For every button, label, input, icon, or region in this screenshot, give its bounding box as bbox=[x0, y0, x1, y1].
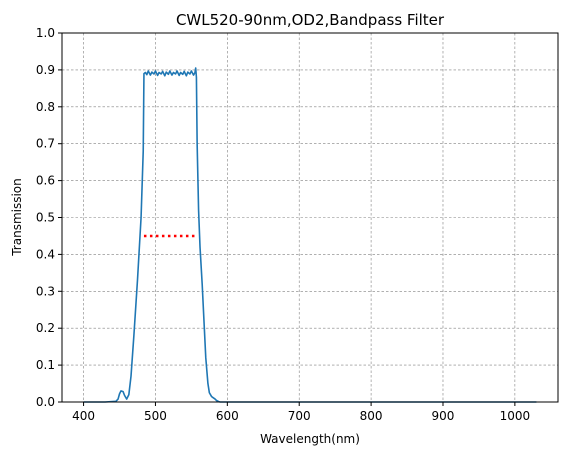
y-tick-label: 0.5 bbox=[36, 211, 55, 225]
series-layer bbox=[83, 67, 537, 403]
y-tick-label: 0.1 bbox=[36, 358, 55, 372]
x-tick-label: 500 bbox=[144, 409, 167, 423]
y-tick-label: 0.8 bbox=[36, 100, 55, 114]
y-tick-label: 0.9 bbox=[36, 63, 55, 77]
x-axis-label: Wavelength(nm) bbox=[260, 432, 360, 446]
y-tick-label: 0.3 bbox=[36, 284, 55, 298]
grid bbox=[62, 32, 558, 403]
x-tick-label: 700 bbox=[288, 409, 311, 423]
x-axis: 400 500 600 700 800 900 1000 bbox=[72, 402, 530, 423]
chart-title: CWL520-90nm,OD2,Bandpass Filter bbox=[176, 11, 445, 29]
y-tick-label: 0.7 bbox=[36, 137, 55, 151]
transmission-curve bbox=[83, 67, 537, 403]
y-tick-label: 0.4 bbox=[36, 247, 55, 261]
x-tick-label: 600 bbox=[216, 409, 239, 423]
x-tick-label: 800 bbox=[360, 409, 383, 423]
x-tick-label: 1000 bbox=[500, 409, 531, 423]
x-tick-label: 400 bbox=[72, 409, 95, 423]
y-tick-label: 1.0 bbox=[36, 26, 55, 40]
y-tick-label: 0.2 bbox=[36, 321, 55, 335]
x-tick-label: 900 bbox=[432, 409, 455, 423]
y-axis-label: Transmission bbox=[10, 178, 24, 257]
y-tick-label: 0.6 bbox=[36, 174, 55, 188]
y-axis: 0.0 0.1 0.2 0.3 0.4 0.5 0.6 0.7 0.8 0.9 1.0 bbox=[36, 26, 62, 409]
y-tick-label: 0.0 bbox=[36, 395, 55, 409]
